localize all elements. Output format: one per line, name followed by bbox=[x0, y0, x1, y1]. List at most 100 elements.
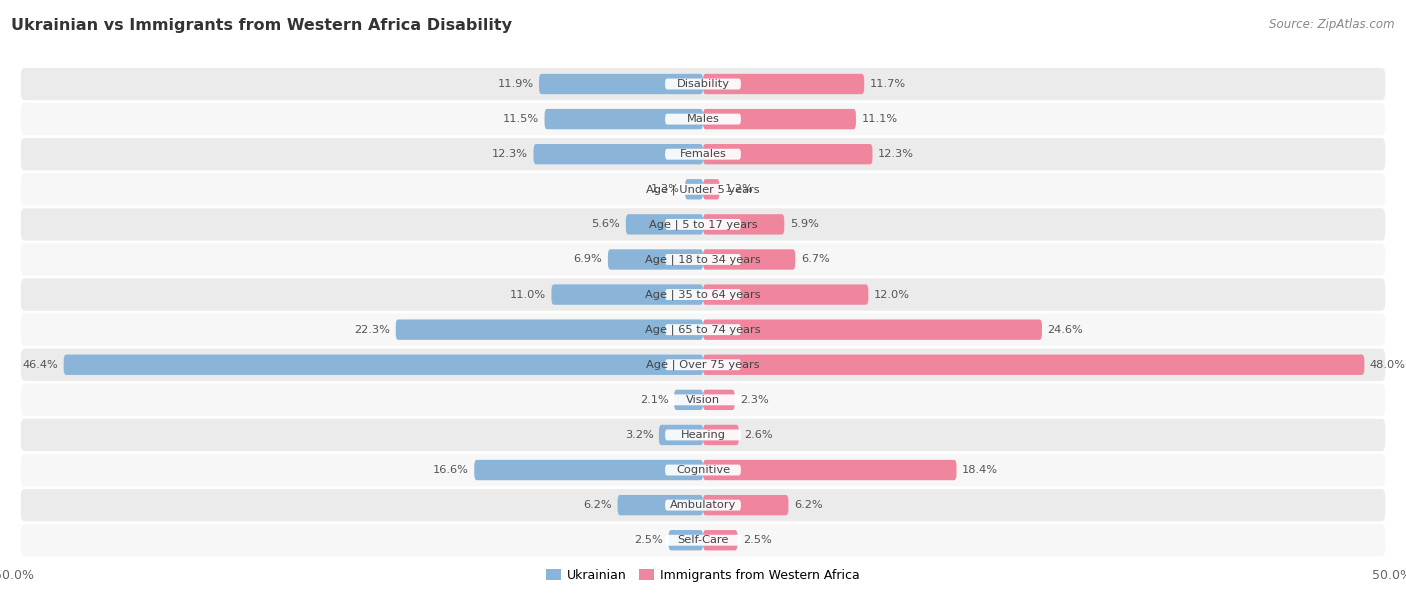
FancyBboxPatch shape bbox=[21, 524, 1385, 556]
FancyBboxPatch shape bbox=[703, 285, 869, 305]
FancyBboxPatch shape bbox=[703, 109, 856, 129]
FancyBboxPatch shape bbox=[395, 319, 703, 340]
FancyBboxPatch shape bbox=[703, 144, 873, 165]
Text: 24.6%: 24.6% bbox=[1047, 325, 1083, 335]
FancyBboxPatch shape bbox=[665, 499, 741, 510]
FancyBboxPatch shape bbox=[617, 495, 703, 515]
Text: Self-Care: Self-Care bbox=[678, 536, 728, 545]
FancyBboxPatch shape bbox=[703, 495, 789, 515]
FancyBboxPatch shape bbox=[544, 109, 703, 129]
Text: Age | 35 to 64 years: Age | 35 to 64 years bbox=[645, 289, 761, 300]
Text: 6.2%: 6.2% bbox=[583, 500, 612, 510]
FancyBboxPatch shape bbox=[21, 313, 1385, 346]
Text: 5.9%: 5.9% bbox=[790, 219, 818, 230]
FancyBboxPatch shape bbox=[665, 535, 741, 546]
FancyBboxPatch shape bbox=[665, 219, 741, 230]
FancyBboxPatch shape bbox=[21, 173, 1385, 206]
FancyBboxPatch shape bbox=[63, 354, 703, 375]
Text: 22.3%: 22.3% bbox=[354, 325, 391, 335]
FancyBboxPatch shape bbox=[673, 390, 703, 410]
FancyBboxPatch shape bbox=[665, 359, 741, 370]
Text: 3.2%: 3.2% bbox=[624, 430, 654, 440]
Text: 6.9%: 6.9% bbox=[574, 255, 602, 264]
FancyBboxPatch shape bbox=[665, 430, 741, 441]
FancyBboxPatch shape bbox=[21, 138, 1385, 170]
FancyBboxPatch shape bbox=[665, 149, 741, 160]
Text: 2.5%: 2.5% bbox=[634, 536, 664, 545]
Text: Age | 65 to 74 years: Age | 65 to 74 years bbox=[645, 324, 761, 335]
Text: 6.2%: 6.2% bbox=[794, 500, 823, 510]
Text: Cognitive: Cognitive bbox=[676, 465, 730, 475]
FancyBboxPatch shape bbox=[551, 285, 703, 305]
FancyBboxPatch shape bbox=[665, 394, 741, 405]
Text: Age | Over 75 years: Age | Over 75 years bbox=[647, 359, 759, 370]
FancyBboxPatch shape bbox=[703, 319, 1042, 340]
Text: 2.5%: 2.5% bbox=[742, 536, 772, 545]
FancyBboxPatch shape bbox=[665, 324, 741, 335]
Text: 46.4%: 46.4% bbox=[22, 360, 58, 370]
FancyBboxPatch shape bbox=[21, 103, 1385, 135]
FancyBboxPatch shape bbox=[21, 454, 1385, 486]
Text: 2.1%: 2.1% bbox=[640, 395, 669, 405]
Text: 11.9%: 11.9% bbox=[498, 79, 533, 89]
Text: 18.4%: 18.4% bbox=[962, 465, 998, 475]
FancyBboxPatch shape bbox=[533, 144, 703, 165]
Text: Females: Females bbox=[679, 149, 727, 159]
Text: Age | 5 to 17 years: Age | 5 to 17 years bbox=[648, 219, 758, 230]
Text: Age | Under 5 years: Age | Under 5 years bbox=[647, 184, 759, 195]
Text: 1.2%: 1.2% bbox=[725, 184, 754, 194]
Text: 12.3%: 12.3% bbox=[877, 149, 914, 159]
FancyBboxPatch shape bbox=[703, 179, 720, 200]
FancyBboxPatch shape bbox=[665, 184, 741, 195]
FancyBboxPatch shape bbox=[21, 278, 1385, 311]
Text: 48.0%: 48.0% bbox=[1369, 360, 1406, 370]
FancyBboxPatch shape bbox=[703, 390, 735, 410]
FancyBboxPatch shape bbox=[665, 254, 741, 265]
FancyBboxPatch shape bbox=[703, 249, 796, 270]
FancyBboxPatch shape bbox=[21, 419, 1385, 451]
Text: Vision: Vision bbox=[686, 395, 720, 405]
FancyBboxPatch shape bbox=[665, 289, 741, 300]
FancyBboxPatch shape bbox=[685, 179, 703, 200]
Text: 2.6%: 2.6% bbox=[744, 430, 773, 440]
FancyBboxPatch shape bbox=[665, 114, 741, 125]
FancyBboxPatch shape bbox=[665, 78, 741, 89]
FancyBboxPatch shape bbox=[21, 349, 1385, 381]
Text: Age | 18 to 34 years: Age | 18 to 34 years bbox=[645, 254, 761, 265]
Text: 11.7%: 11.7% bbox=[870, 79, 905, 89]
Text: 12.3%: 12.3% bbox=[492, 149, 529, 159]
FancyBboxPatch shape bbox=[21, 208, 1385, 241]
Text: 5.6%: 5.6% bbox=[592, 219, 620, 230]
Text: 2.3%: 2.3% bbox=[740, 395, 769, 405]
Text: 1.3%: 1.3% bbox=[651, 184, 679, 194]
FancyBboxPatch shape bbox=[538, 74, 703, 94]
FancyBboxPatch shape bbox=[665, 465, 741, 476]
FancyBboxPatch shape bbox=[669, 530, 703, 550]
FancyBboxPatch shape bbox=[474, 460, 703, 480]
Text: 11.5%: 11.5% bbox=[503, 114, 538, 124]
FancyBboxPatch shape bbox=[607, 249, 703, 270]
FancyBboxPatch shape bbox=[21, 244, 1385, 275]
Text: Males: Males bbox=[686, 114, 720, 124]
Text: 12.0%: 12.0% bbox=[875, 289, 910, 299]
Text: Hearing: Hearing bbox=[681, 430, 725, 440]
Text: Source: ZipAtlas.com: Source: ZipAtlas.com bbox=[1270, 18, 1395, 31]
FancyBboxPatch shape bbox=[703, 460, 956, 480]
Legend: Ukrainian, Immigrants from Western Africa: Ukrainian, Immigrants from Western Afric… bbox=[541, 564, 865, 587]
FancyBboxPatch shape bbox=[703, 530, 738, 550]
Text: 11.1%: 11.1% bbox=[862, 114, 897, 124]
FancyBboxPatch shape bbox=[703, 354, 1364, 375]
Text: 11.0%: 11.0% bbox=[510, 289, 546, 299]
FancyBboxPatch shape bbox=[703, 425, 738, 445]
Text: Disability: Disability bbox=[676, 79, 730, 89]
FancyBboxPatch shape bbox=[703, 74, 865, 94]
FancyBboxPatch shape bbox=[626, 214, 703, 234]
Text: Ukrainian vs Immigrants from Western Africa Disability: Ukrainian vs Immigrants from Western Afr… bbox=[11, 18, 512, 34]
FancyBboxPatch shape bbox=[21, 384, 1385, 416]
FancyBboxPatch shape bbox=[703, 214, 785, 234]
FancyBboxPatch shape bbox=[659, 425, 703, 445]
FancyBboxPatch shape bbox=[21, 68, 1385, 100]
Text: Ambulatory: Ambulatory bbox=[669, 500, 737, 510]
FancyBboxPatch shape bbox=[21, 489, 1385, 521]
Text: 6.7%: 6.7% bbox=[801, 255, 830, 264]
